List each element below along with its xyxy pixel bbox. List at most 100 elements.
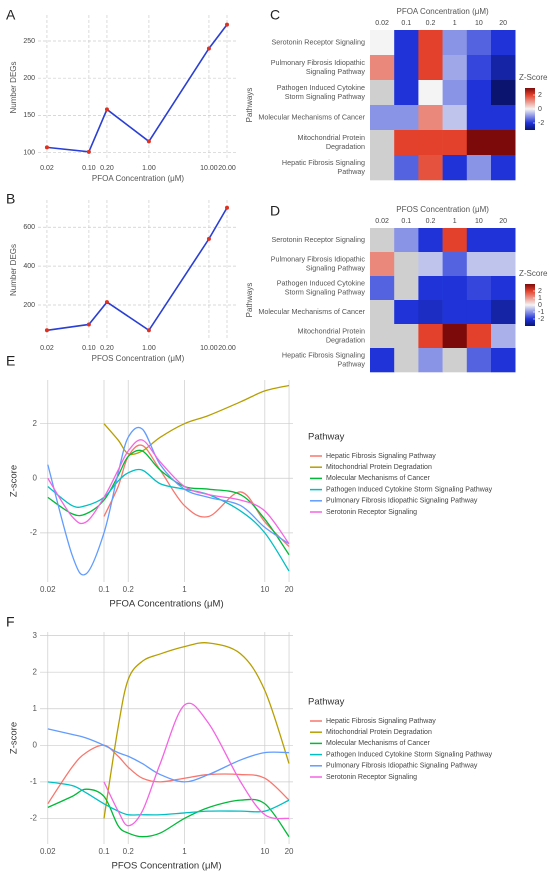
row-label: Molecular Mechanisms of Cancer [258,307,365,316]
row-label: Degradation [326,142,365,151]
legend-label: Hepatic Fibrosis Signaling Pathway [326,718,436,725]
cell [466,130,492,156]
cell [466,80,492,106]
series-line [47,788,290,838]
column-label: 0.1 [401,218,411,225]
row-label: Signaling Pathway [306,263,366,272]
cell [442,30,468,56]
point [224,205,229,210]
column-label: 20 [499,20,507,27]
legend-label: Serotonin Receptor Signaling [326,509,417,516]
y-tick-label: -1 [30,777,38,786]
legend-label: Mitochondrial Protein Degradation [326,729,432,736]
cell [491,300,516,325]
y-axis-title: Number DEGs [9,61,18,113]
cell [418,324,443,349]
cell [491,348,516,373]
y-tick-label: 250 [23,38,35,45]
y-axis-title: Z-score [9,465,20,497]
cell [491,228,516,253]
colorbar-tick-label: 2 [538,288,542,295]
legend-title: Pathway [308,432,345,443]
y-tick-label: 600 [23,224,35,231]
row-label: Degradation [326,335,365,344]
colorbar [525,284,535,326]
x-tick-label: 10 [260,585,269,594]
cell [394,105,419,131]
heatmap-title: PFOS Concentration (μM) [396,205,489,214]
x-tick-label: 0.1 [98,847,110,856]
panel-label: A [6,7,16,23]
cell [418,348,443,373]
legend-label: Mitochondrial Protein Degradation [326,464,432,471]
x-tick-label: 10 [260,847,269,856]
cell [466,55,492,81]
x-tick-label: 10.00 [200,165,218,172]
column-label: 10 [475,20,483,27]
y-tick-label: 1 [33,704,38,713]
y-tick-label: 400 [23,263,35,270]
x-axis-title: PFOA Concentrations (μM) [109,599,223,610]
series-line [103,384,290,456]
colorbar-title: Z-Score [519,269,548,278]
cell [370,55,395,81]
row-label: Signaling Pathway [306,67,366,76]
point [104,107,109,112]
na-cell [394,348,419,373]
cell [442,276,468,301]
na-cell [394,252,419,277]
cell [466,252,492,277]
point [206,46,211,51]
x-tick-label: 0.2 [123,585,135,594]
row-label: Pathogen Induced Cytokine [277,278,365,287]
y-tick-label: -2 [30,528,38,537]
cell [394,300,419,325]
panel-label: F [6,614,15,630]
row-label: Pathway [337,359,365,368]
cell [466,276,492,301]
cell [491,155,516,181]
point [86,149,91,154]
y-axis-title: Pathways [245,88,254,123]
cell [370,252,395,277]
x-tick-label: 1.00 [142,345,156,352]
column-label: 10 [475,218,483,225]
cell [442,80,468,106]
na-cell [370,155,395,181]
cell [442,324,468,349]
x-tick-label: 0.02 [40,847,56,856]
y-axis-title: Pathways [245,283,254,318]
na-cell [370,324,395,349]
series-line [47,426,290,576]
series-line [103,444,290,547]
cell [370,276,395,301]
row-label: Molecular Mechanisms of Cancer [258,112,365,121]
cell [466,300,492,325]
x-tick-label: 0.02 [40,165,54,172]
row-label: Pulmonary Fibrosis Idiopathic [271,58,366,67]
row-label: Pathogen Induced Cytokine [277,83,365,92]
cell [394,55,419,81]
heatmap-title: PFOA Concentration (μM) [396,7,489,16]
na-cell [394,324,419,349]
column-label: 20 [499,218,507,225]
column-label: 0.2 [426,218,436,225]
cell [491,55,516,81]
cell [442,105,468,131]
y-tick-label: 0 [33,740,38,749]
na-cell [442,348,468,373]
cell [466,228,492,253]
y-tick-label: 3 [33,631,38,640]
cell [418,228,443,253]
cell [491,252,516,277]
point [146,139,151,144]
cell [370,30,395,56]
series-line [47,468,290,572]
row-label: Hepatic Fibrosis Signaling [282,158,365,167]
cell [394,30,419,56]
cell [418,55,443,81]
cell [491,276,516,301]
series-line [103,642,290,819]
